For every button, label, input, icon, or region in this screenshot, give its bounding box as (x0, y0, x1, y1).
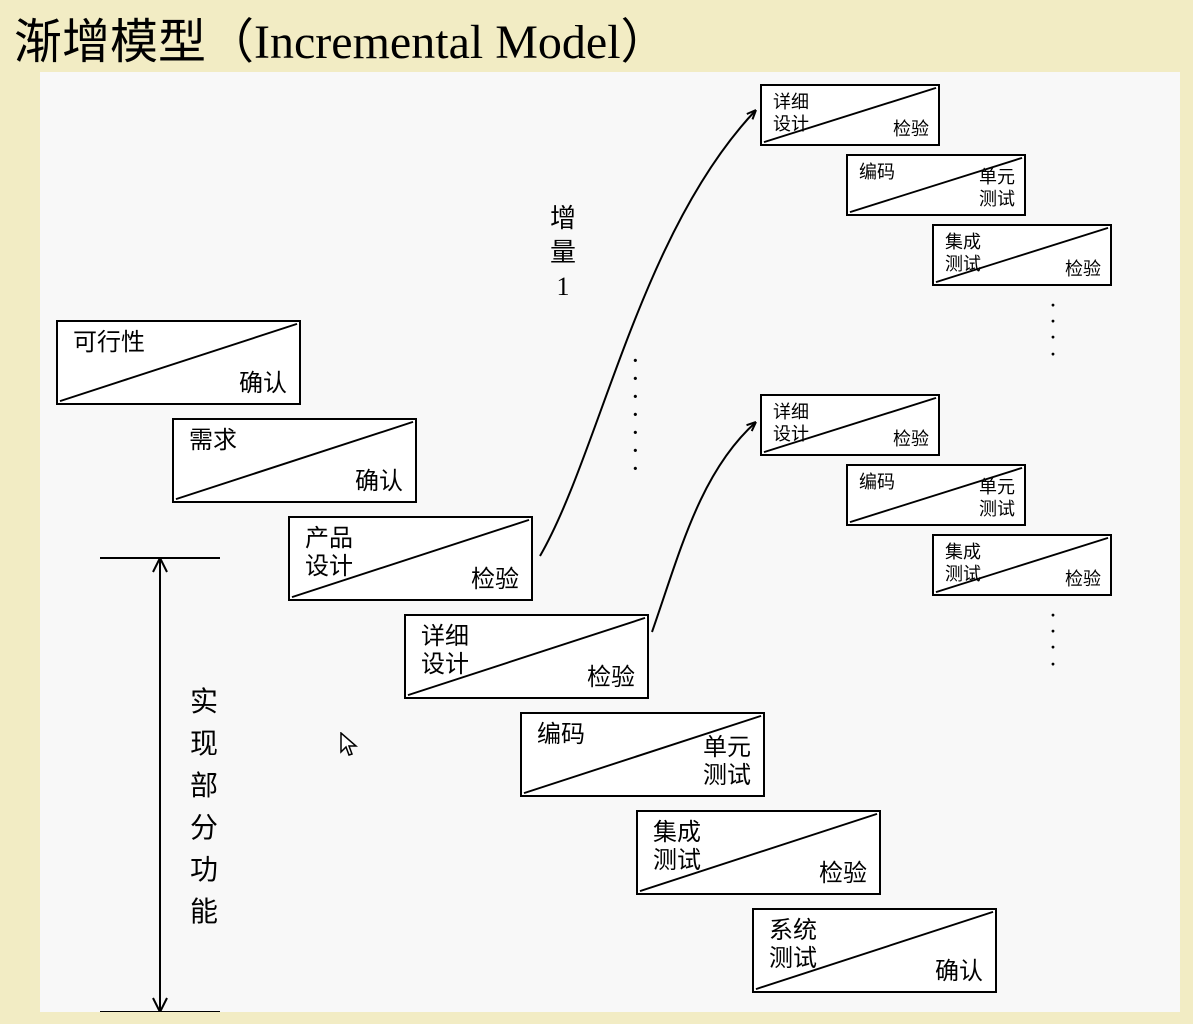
box-primary-label: 集成 测试 (653, 819, 701, 875)
box-secondary-label: 单元 测试 (703, 734, 751, 790)
box-secondary-label: 单元 测试 (979, 476, 1015, 520)
box-secondary-label: 检验 (1065, 258, 1101, 280)
box-primary-label: 编码 (859, 471, 895, 493)
box-primary-label: 系统 测试 (769, 917, 817, 973)
box-feasibility: 可行性确认 (56, 320, 301, 405)
cursor-icon (340, 732, 358, 758)
inc-mid-integration-test: 集成 测试检验 (932, 534, 1112, 596)
inc-top-integration-test: 集成 测试检验 (932, 224, 1112, 286)
vdots-top-increment: ···· (1050, 297, 1056, 362)
box-secondary-label: 检验 (893, 118, 929, 140)
box-coding: 编码 单元 测试 (520, 712, 765, 797)
box-primary-label: 集成 测试 (945, 541, 981, 585)
box-primary-label: 编码 (859, 161, 895, 183)
inc-mid-detailed-design: 详细 设计检验 (760, 394, 940, 456)
box-secondary-label: 确认 (239, 370, 287, 398)
bracket-label: 实 现 部 分 功 能 (190, 682, 218, 934)
box-primary-label: 集成 测试 (945, 231, 981, 275)
box-requirements: 需求确认 (172, 418, 417, 503)
box-secondary-label: 确认 (355, 468, 403, 496)
box-secondary-label: 检验 (471, 566, 519, 594)
box-integration-test: 集成 测试检验 (636, 810, 881, 895)
box-primary-label: 详细 设计 (773, 401, 809, 445)
vdots-center: ······· (632, 352, 639, 478)
page-title: 渐增模型（Incremental Model） (14, 2, 669, 72)
box-secondary-label: 确认 (935, 958, 983, 986)
inc-mid-coding: 编码 单元 测试 (846, 464, 1026, 526)
box-system-test: 系统 测试确认 (752, 908, 997, 993)
diagram-canvas: 可行性确认 需求确认 产品 设计检验 详细 设计检验 编码单元 测试 集成 测试… (40, 72, 1180, 1012)
box-secondary-label: 检验 (819, 860, 867, 888)
box-product-design: 产品 设计检验 (288, 516, 533, 601)
page: 渐增模型（Incremental Model） 可行性确认 需求确认 产品 设计… (0, 0, 1193, 1024)
box-secondary-label: 检验 (587, 664, 635, 692)
box-primary-label: 需求 (189, 427, 237, 455)
title-en: （Incremental Model） (206, 16, 669, 69)
box-detailed-design: 详细 设计检验 (404, 614, 649, 699)
box-primary-label: 产品 设计 (305, 525, 353, 581)
inc-top-detailed-design: 详细 设计检验 (760, 84, 940, 146)
box-primary-label: 可行性 (73, 329, 145, 357)
increment-1-label: 增 量 1 (550, 202, 576, 304)
box-secondary-label: 检验 (893, 428, 929, 450)
box-secondary-label: 单元 测试 (979, 166, 1015, 210)
box-primary-label: 详细 设计 (773, 91, 809, 135)
vdots-mid-increment: ···· (1050, 607, 1056, 672)
box-primary-label: 详细 设计 (421, 623, 469, 679)
title-cn: 渐增模型 (14, 16, 206, 69)
inc-top-coding: 编码 单元 测试 (846, 154, 1026, 216)
box-secondary-label: 检验 (1065, 568, 1101, 590)
box-primary-label: 编码 (537, 721, 585, 749)
